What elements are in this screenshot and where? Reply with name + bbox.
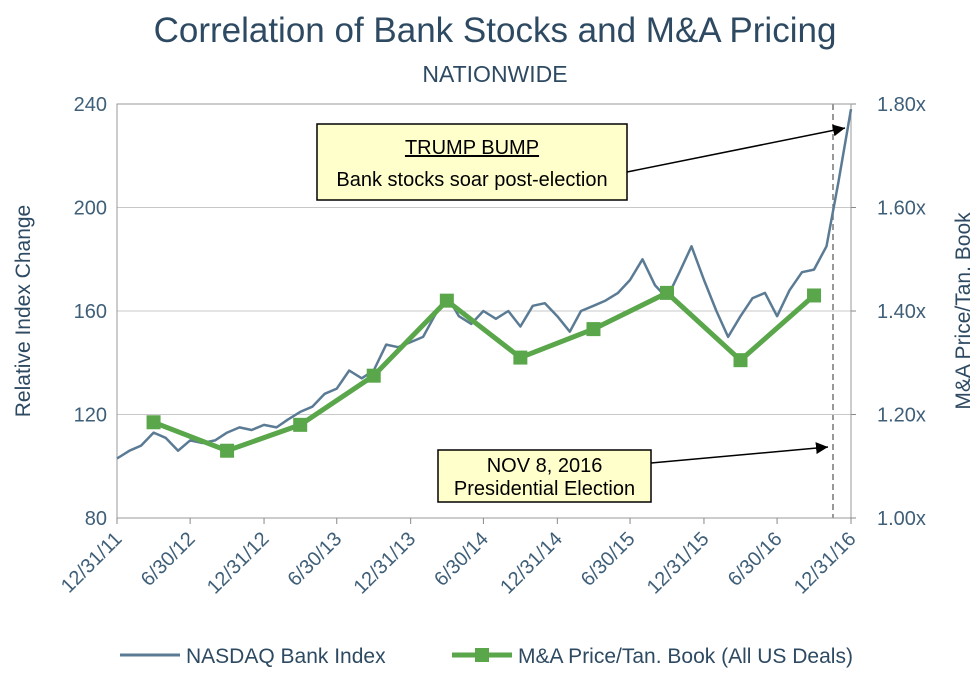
annotation-text: Bank stocks soar post-election bbox=[336, 169, 607, 191]
y-tick-label: 240 bbox=[74, 94, 107, 116]
marker bbox=[366, 368, 381, 383]
series-line bbox=[152, 290, 816, 454]
legend-label: M&A Price/Tan. Book (All US Deals) bbox=[518, 645, 853, 668]
y-tick-label: 160 bbox=[74, 301, 107, 323]
annotation-title: TRUMP BUMP bbox=[405, 137, 539, 159]
marker bbox=[659, 285, 674, 300]
annotation-arrow bbox=[650, 442, 829, 464]
x-tick-label: 12/31/16 bbox=[790, 528, 861, 599]
y-tick-label: 120 bbox=[74, 405, 107, 427]
y-tick-label: 80 bbox=[85, 508, 107, 530]
chart-subtitle: NATIONWIDE bbox=[422, 61, 567, 87]
annotation-box bbox=[437, 449, 652, 503]
x-tick-label: 12/31/11 bbox=[57, 528, 127, 598]
y2-tick-label: 1.60x bbox=[877, 198, 926, 220]
marker bbox=[146, 415, 161, 430]
marker bbox=[586, 322, 601, 337]
x-tick-label: 12/31/14 bbox=[496, 528, 567, 599]
y-axis-label: Relative Index Change bbox=[12, 205, 35, 417]
x-tick-label: 6/30/12 bbox=[137, 528, 200, 591]
legend-label: NASDAQ Bank Index bbox=[186, 645, 386, 668]
x-tick-label: 6/30/13 bbox=[284, 528, 347, 591]
y2-tick-label: 1.80x bbox=[877, 94, 926, 116]
annotation-text: Presidential Election bbox=[454, 478, 635, 500]
x-tick-label: 12/31/15 bbox=[643, 528, 714, 599]
y2-axis-label: M&A Price/Tan. Book bbox=[952, 212, 975, 410]
legend-marker bbox=[475, 648, 489, 662]
chart-title: Correlation of Bank Stocks and M&A Prici… bbox=[154, 11, 837, 50]
x-tick-label: 6/30/15 bbox=[577, 528, 640, 591]
annotation-box bbox=[316, 123, 628, 201]
series-line bbox=[116, 108, 853, 460]
y2-tick-label: 1.20x bbox=[877, 405, 926, 427]
marker bbox=[220, 443, 235, 458]
annotation-title: NOV 8, 2016 bbox=[487, 455, 603, 477]
x-tick-label: 6/30/14 bbox=[430, 528, 493, 591]
plot-border bbox=[116, 103, 852, 519]
y2-tick-label: 1.00x bbox=[877, 508, 926, 530]
x-tick-label: 6/30/16 bbox=[724, 528, 787, 591]
x-tick-label: 12/31/13 bbox=[350, 528, 421, 599]
marker bbox=[733, 353, 748, 368]
annotation-arrow bbox=[626, 124, 846, 173]
y-tick-label: 200 bbox=[74, 198, 107, 220]
marker bbox=[807, 288, 822, 303]
marker bbox=[293, 417, 308, 432]
marker bbox=[513, 350, 528, 365]
x-tick-label: 12/31/12 bbox=[203, 528, 274, 599]
y2-tick-label: 1.40x bbox=[877, 301, 926, 323]
marker bbox=[439, 293, 454, 308]
